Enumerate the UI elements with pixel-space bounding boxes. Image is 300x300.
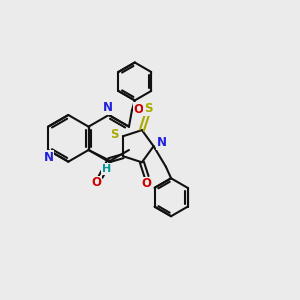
Text: H: H xyxy=(102,164,111,174)
Text: N: N xyxy=(157,136,167,149)
Text: N: N xyxy=(103,101,113,114)
Text: O: O xyxy=(142,177,152,190)
Text: S: S xyxy=(144,102,153,115)
Text: O: O xyxy=(91,176,101,189)
Text: O: O xyxy=(133,103,143,116)
Text: N: N xyxy=(44,151,54,164)
Text: S: S xyxy=(111,128,119,141)
